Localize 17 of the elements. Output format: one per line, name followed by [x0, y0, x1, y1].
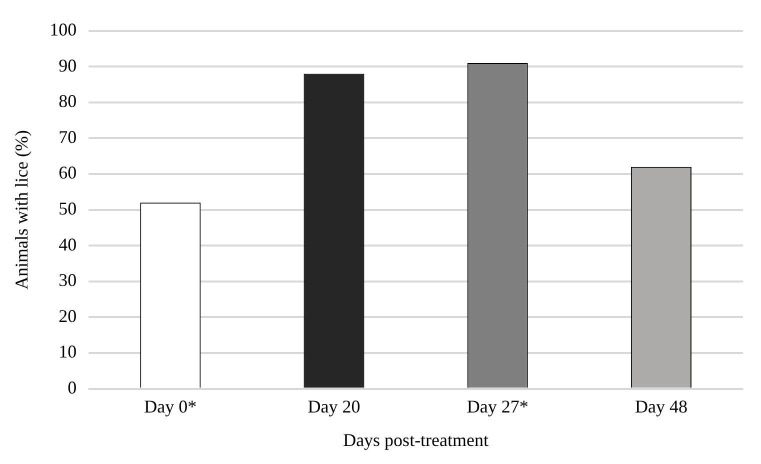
y-tick-label: 90: [58, 55, 77, 76]
y-axis-title: Animals with lice (%): [12, 130, 32, 290]
y-tick-label: 50: [58, 198, 77, 219]
y-tick-label: 60: [58, 162, 77, 183]
x-tick-label: Day 20: [308, 396, 360, 416]
y-tick-label: 10: [58, 342, 77, 362]
y-tick-label: 20: [58, 306, 77, 326]
y-tick-label: 70: [58, 126, 77, 147]
y-tick-label: 30: [58, 270, 77, 290]
x-tick-label: Day 0*: [144, 396, 197, 416]
y-tick-label: 100: [50, 20, 77, 40]
y-tick-label: 0: [68, 378, 77, 398]
y-tick-label: 80: [58, 91, 77, 112]
x-tick-label: Day 48: [634, 396, 688, 416]
x-axis-title: Days post-treatment: [343, 430, 489, 450]
y-tick-label: 40: [58, 234, 77, 254]
x-tick-label: Day 27*: [466, 396, 528, 416]
